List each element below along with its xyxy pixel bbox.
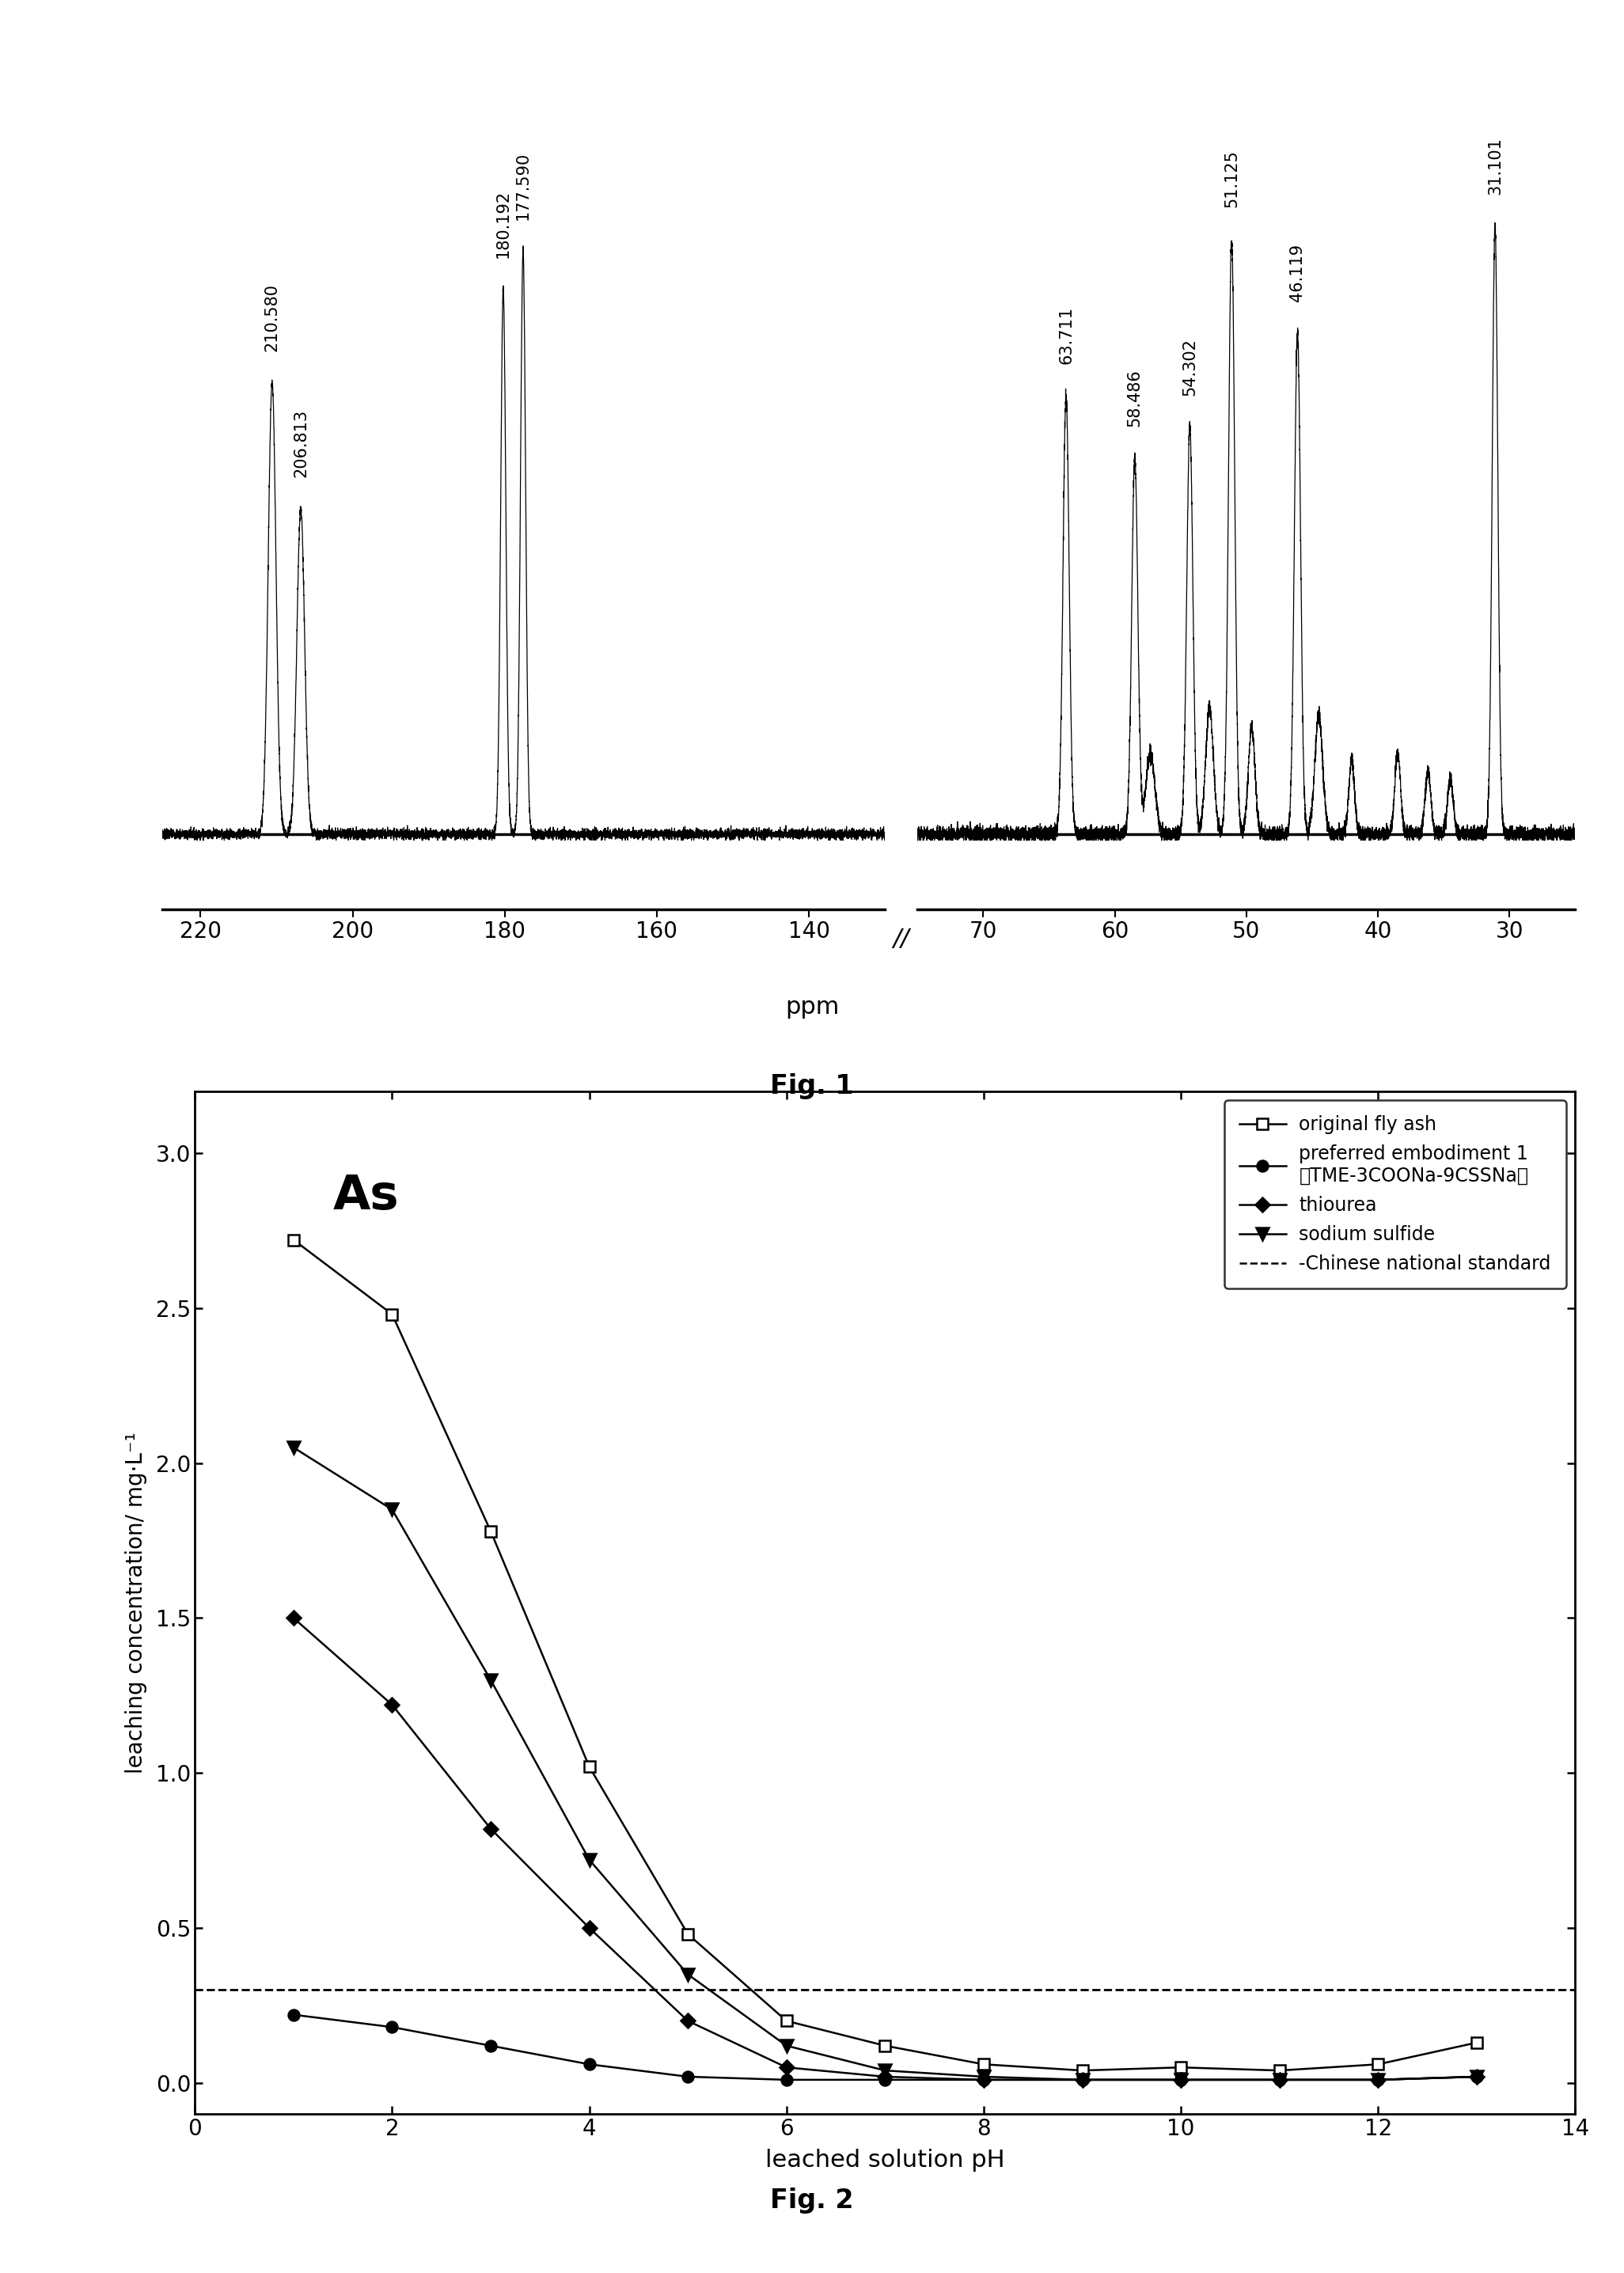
Text: Fig. 2: Fig. 2 <box>770 2187 854 2214</box>
Text: 210.580: 210.580 <box>265 284 279 352</box>
Text: Fig. 1: Fig. 1 <box>770 1073 854 1098</box>
X-axis label: leached solution pH: leached solution pH <box>765 2148 1005 2171</box>
Text: //: // <box>893 927 909 950</box>
Text: 180.192: 180.192 <box>495 189 512 257</box>
Text: As: As <box>333 1173 400 1221</box>
Legend: original fly ash, preferred embodiment 1
（TME-3COONa-9CSSNa）, thiourea, sodium s: original fly ash, preferred embodiment 1… <box>1224 1100 1566 1289</box>
Text: 206.813: 206.813 <box>292 409 309 477</box>
Y-axis label: leaching concentration/ mg·L⁻¹: leaching concentration/ mg·L⁻¹ <box>125 1432 148 1773</box>
Text: 54.302: 54.302 <box>1182 339 1199 396</box>
Text: ppm: ppm <box>784 996 840 1018</box>
Text: 58.486: 58.486 <box>1127 368 1143 427</box>
Text: 31.101: 31.101 <box>1488 136 1502 195</box>
Text: 63.711: 63.711 <box>1059 307 1073 364</box>
Text: 177.590: 177.590 <box>515 152 531 220</box>
Text: 46.119: 46.119 <box>1289 243 1306 302</box>
Text: 51.125: 51.125 <box>1224 150 1239 207</box>
